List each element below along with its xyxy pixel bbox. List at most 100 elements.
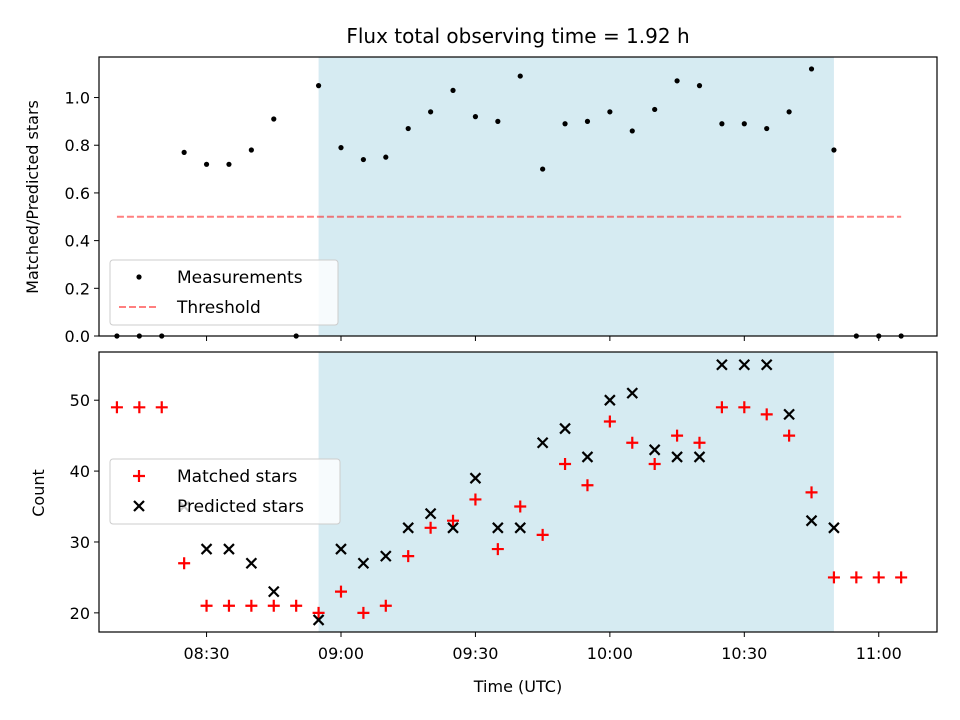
matched-star-points [110, 401, 908, 619]
measurement-point [428, 109, 434, 115]
matched-star-point [850, 571, 863, 584]
predicted-star-point [581, 451, 594, 463]
measurement-point [741, 121, 747, 127]
measurement-point [181, 149, 187, 155]
measurement-point [360, 156, 366, 163]
top-legend-box [109, 259, 339, 326]
matched-star-point [447, 514, 460, 527]
bottom-y-tick-label: 40 [70, 462, 90, 481]
predicted-star-point [783, 408, 795, 421]
predicted-star-point [559, 422, 571, 435]
matched-star-point [222, 599, 235, 612]
bottom-y-tick-label: 20 [70, 604, 90, 623]
matched-star-point [827, 571, 840, 584]
matched-star-point [469, 493, 482, 506]
predicted-star-points [178, 358, 840, 626]
bottom-x-tick-label: 11:00 [856, 644, 902, 663]
measurement-point [629, 128, 635, 134]
predicted-star-point [805, 514, 818, 527]
predicted-star-point [357, 557, 370, 570]
matched-star-point [603, 415, 616, 428]
top-panel: 0.0 0.2 0.4 0.6 0.8 1.0 Matched/Predicted sta… [23, 56, 938, 346]
measurement-point [450, 87, 456, 93]
measurement-point [652, 106, 658, 113]
legend-label-measurements: Measurements [177, 268, 303, 288]
measurement-point [517, 73, 523, 79]
bottom-y-axis-label: Count [29, 469, 48, 517]
top-observing-span [318, 57, 834, 336]
bottom-x-tick-label: 08:30 [183, 644, 229, 663]
matched-star-point [626, 436, 639, 449]
top-legend: Measurements Threshold [109, 259, 339, 326]
matched-star-point [178, 557, 191, 570]
measurement-point [226, 161, 232, 167]
measurement-point [607, 109, 613, 115]
top-y-tick-label: 1.0 [65, 89, 90, 108]
bottom-x-tick-label: 10:00 [587, 644, 633, 663]
bottom-x-tick-label: 09:00 [318, 644, 364, 663]
matched-star-point [514, 500, 527, 513]
bottom-legend: Matched stars Predicted stars [109, 458, 341, 525]
predicted-star-point [335, 543, 347, 555]
predicted-star-point [402, 522, 414, 534]
measurement-points [114, 66, 904, 339]
predicted-star-point [693, 451, 706, 463]
measurement-point [584, 118, 591, 124]
matched-star-point [693, 436, 706, 449]
matched-star-point [312, 606, 325, 619]
predicted-star-point [424, 507, 437, 520]
measurement-point [203, 161, 210, 167]
top-y-axis-label: Matched/Predicted stars [23, 100, 42, 294]
top-y-tick-label: 0.6 [65, 184, 90, 203]
top-x-ticks [206, 336, 880, 341]
bottom-y-tick-label: 50 [70, 391, 90, 410]
top-y-tick-label: 0.4 [65, 232, 90, 251]
predicted-star-point [536, 436, 549, 449]
matched-star-point [357, 606, 370, 619]
matched-star-point [783, 429, 796, 442]
bottom-x-ticks: 08:30 09:00 09:30 10:00 10:30 11:00 [183, 632, 902, 663]
matched-star-point [872, 571, 885, 584]
matched-star-point [110, 401, 123, 414]
measurement-point [248, 147, 254, 153]
predicted-star-point [828, 522, 840, 534]
predicted-star-point [245, 557, 258, 570]
measurement-point [674, 78, 680, 84]
top-y-tick-label: 0.8 [65, 136, 90, 155]
matched-star-point [245, 599, 258, 612]
matched-star-point [379, 599, 392, 612]
predicted-star-point [200, 543, 213, 555]
bottom-observing-span [318, 352, 834, 632]
predicted-star-point [648, 444, 661, 456]
measurement-point [383, 154, 389, 160]
predicted-star-point [716, 358, 728, 371]
matched-star-point [491, 543, 504, 556]
matched-star-point [290, 599, 303, 612]
matched-star-point [559, 458, 572, 470]
matched-star-point [536, 528, 549, 541]
predicted-star-point [760, 358, 773, 371]
matched-star-point [402, 550, 415, 563]
measurement-point [271, 116, 277, 122]
predicted-star-point [514, 522, 527, 534]
predicted-star-point [492, 522, 504, 534]
measurement-point [495, 118, 501, 124]
measurement-point [719, 121, 725, 127]
matched-star-point [805, 486, 818, 499]
matched-star-point [267, 599, 280, 612]
measurement-point [405, 125, 411, 132]
measurement-point [808, 66, 815, 72]
measurement-point [764, 125, 770, 132]
legend-label-predicted: Predicted stars [177, 497, 304, 517]
legend-plus-marker [133, 470, 145, 482]
chart-title: Flux total observing time = 1.92 h [346, 24, 689, 48]
predicted-star-point [447, 522, 459, 534]
predicted-star-point [738, 358, 751, 371]
matched-star-point [895, 571, 908, 584]
x-axis-label: Time (UTC) [473, 677, 562, 696]
predicted-star-point [671, 451, 683, 463]
matched-star-point [738, 401, 751, 414]
matched-star-point [671, 429, 684, 442]
